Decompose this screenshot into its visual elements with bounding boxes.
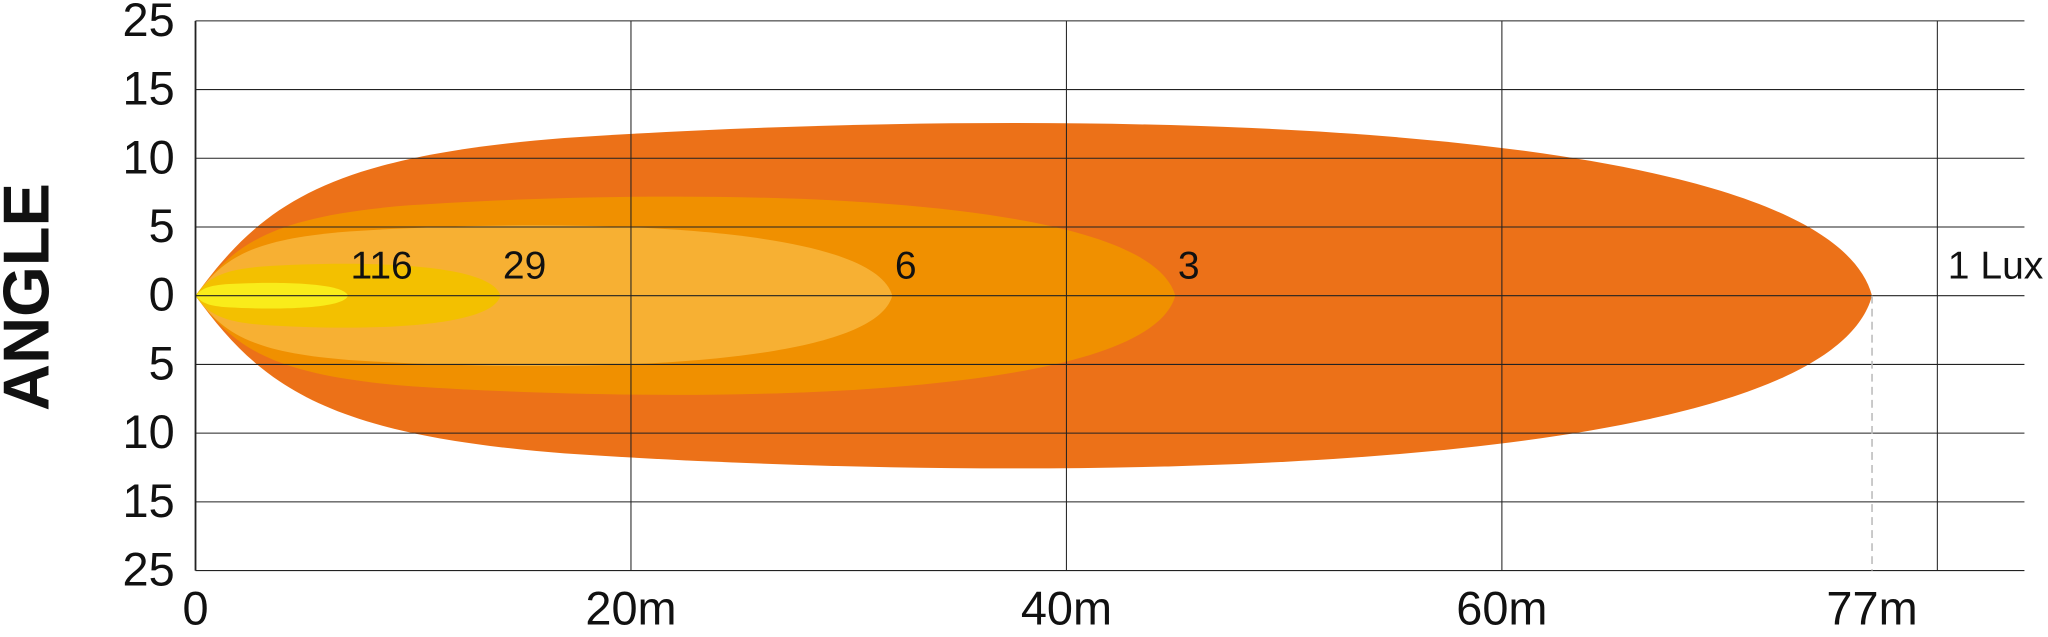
y-tick-label: 15 <box>123 475 175 527</box>
zone-label: 1 Lux <box>1948 245 2044 288</box>
y-tick-label: 25 <box>123 0 175 46</box>
x-tick-label: 40m <box>1021 583 1112 635</box>
zone-label: 3 <box>1178 245 1200 288</box>
y-tick-label: 10 <box>123 406 175 458</box>
y-tick-label: 0 <box>149 269 175 321</box>
x-tick-label: 20m <box>585 583 676 635</box>
y-tick-label: 5 <box>149 200 175 252</box>
zone-label: 116 <box>351 245 413 288</box>
x-tick-label: 77m <box>1826 583 1917 635</box>
zone-label: 6 <box>895 245 917 288</box>
y-tick-label: 15 <box>123 63 175 115</box>
grid <box>194 20 2025 572</box>
y-tick-label: 25 <box>123 544 175 596</box>
x-tick-label: 60m <box>1456 583 1547 635</box>
x-tick-label: 0 <box>182 583 208 635</box>
y-tick-label: 10 <box>123 131 175 183</box>
y-tick-label: 5 <box>149 337 175 389</box>
y-axis-title: ANGLE <box>0 183 63 411</box>
zone-label: 29 <box>503 245 546 288</box>
